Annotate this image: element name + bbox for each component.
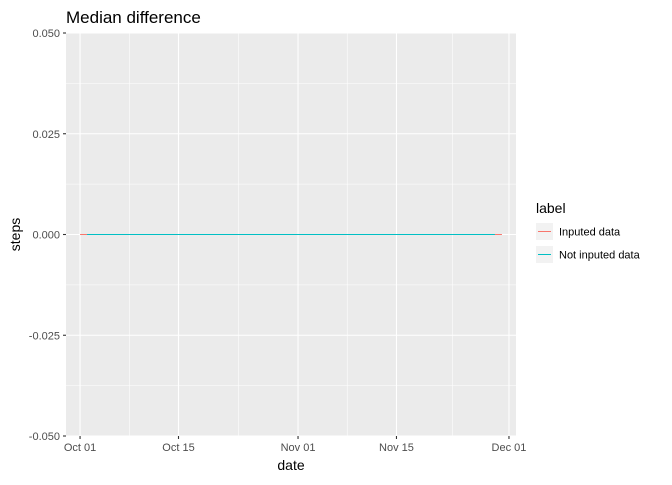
y-tick-label: -0.050 bbox=[29, 431, 60, 443]
legend-label: Inputed data bbox=[559, 227, 621, 239]
y-axis-title: steps bbox=[7, 218, 23, 251]
y-tick-label: -0.025 bbox=[29, 330, 60, 342]
x-axis-title: date bbox=[277, 457, 304, 473]
x-tick-label: Oct 01 bbox=[64, 442, 96, 454]
legend-label: Not inputed data bbox=[559, 250, 641, 262]
x-tick-label: Nov 01 bbox=[281, 442, 316, 454]
legend-items: Inputed data Not inputed data bbox=[536, 223, 641, 263]
x-axis: Oct 01 Oct 15 Nov 01 Nov 15 Dec 01 bbox=[64, 436, 527, 454]
y-tick-label: 0.000 bbox=[32, 230, 60, 242]
x-tick-label: Nov 15 bbox=[379, 442, 414, 454]
y-axis: 0.050 0.025 0.000 -0.025 -0.050 bbox=[29, 28, 66, 443]
legend: label Inputed data Not inputed data bbox=[536, 200, 641, 263]
y-tick-label: 0.025 bbox=[32, 129, 60, 141]
x-tick-label: Dec 01 bbox=[492, 442, 527, 454]
x-tick-label: Oct 15 bbox=[162, 442, 194, 454]
y-tick-label: 0.050 bbox=[32, 28, 60, 40]
chart-title: Median difference bbox=[66, 8, 201, 27]
legend-title: label bbox=[536, 200, 566, 216]
